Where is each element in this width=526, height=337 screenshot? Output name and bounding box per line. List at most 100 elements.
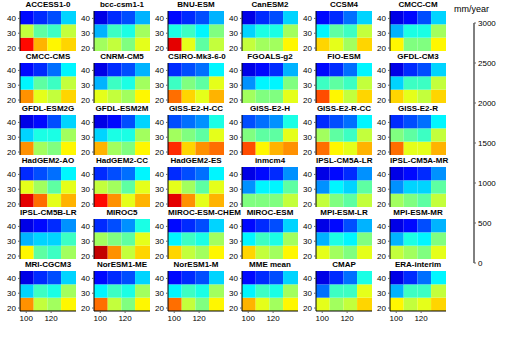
svg-text:500: 500 [478,219,492,228]
svg-text:40: 40 [377,118,386,127]
svg-text:40: 40 [303,170,312,179]
svg-text:40: 40 [155,274,164,283]
svg-text:100: 100 [242,314,256,323]
svg-text:40: 40 [229,274,238,283]
svg-text:20: 20 [8,304,17,313]
svg-text:30: 30 [303,29,312,38]
svg-text:40: 40 [303,14,312,23]
svg-text:30: 30 [155,29,164,38]
svg-text:120: 120 [192,314,206,323]
svg-text:20: 20 [229,252,238,260]
svg-text:40: 40 [377,274,386,283]
svg-text:30: 30 [303,237,312,246]
svg-text:20: 20 [8,252,17,260]
svg-text:100: 100 [20,314,34,323]
svg-text:30: 30 [229,185,238,194]
svg-text:3000: 3000 [478,19,496,28]
svg-text:20: 20 [8,44,17,52]
svg-text:20: 20 [303,200,312,208]
svg-text:30: 30 [377,237,386,246]
svg-text:40: 40 [229,118,238,127]
svg-text:30: 30 [81,29,90,38]
svg-text:40: 40 [8,66,17,75]
svg-text:20: 20 [155,44,164,52]
svg-text:20: 20 [155,252,164,260]
svg-text:20: 20 [81,44,90,52]
svg-text:120: 120 [44,314,58,323]
svg-text:40: 40 [229,170,238,179]
svg-text:20: 20 [229,96,238,104]
svg-text:40: 40 [303,274,312,283]
svg-text:30: 30 [8,237,17,246]
svg-text:20: 20 [377,200,386,208]
svg-text:100: 100 [94,314,108,323]
svg-text:30: 30 [155,289,164,298]
svg-text:40: 40 [81,66,90,75]
svg-text:20: 20 [229,44,238,52]
svg-text:40: 40 [229,14,238,23]
svg-text:120: 120 [266,314,280,323]
svg-text:30: 30 [377,185,386,194]
svg-text:40: 40 [8,170,17,179]
svg-text:20: 20 [377,304,386,313]
svg-text:20: 20 [377,96,386,104]
svg-text:30: 30 [303,185,312,194]
svg-text:20: 20 [303,44,312,52]
svg-text:40: 40 [229,66,238,75]
svg-text:40: 40 [303,66,312,75]
svg-text:20: 20 [155,148,164,156]
svg-text:40: 40 [81,222,90,231]
svg-text:30: 30 [377,289,386,298]
svg-text:30: 30 [377,29,386,38]
svg-text:30: 30 [377,81,386,90]
svg-text:40: 40 [229,222,238,231]
svg-text:30: 30 [81,185,90,194]
svg-text:40: 40 [303,118,312,127]
svg-text:20: 20 [81,96,90,104]
svg-text:40: 40 [8,14,17,23]
svg-text:20: 20 [303,304,312,313]
svg-text:30: 30 [229,81,238,90]
svg-text:20: 20 [155,96,164,104]
svg-text:20: 20 [81,148,90,156]
svg-text:30: 30 [229,133,238,142]
svg-text:1500: 1500 [478,139,496,148]
svg-text:120: 120 [414,314,428,323]
svg-text:100: 100 [316,314,330,323]
svg-text:30: 30 [81,237,90,246]
svg-text:40: 40 [303,222,312,231]
svg-text:40: 40 [8,118,17,127]
svg-text:40: 40 [377,170,386,179]
svg-text:20: 20 [303,252,312,260]
svg-text:20: 20 [155,200,164,208]
svg-text:20: 20 [81,304,90,313]
svg-text:20: 20 [229,148,238,156]
svg-text:20: 20 [303,148,312,156]
svg-text:30: 30 [8,185,17,194]
svg-text:40: 40 [155,118,164,127]
svg-text:40: 40 [377,222,386,231]
svg-text:30: 30 [303,81,312,90]
svg-text:20: 20 [8,148,17,156]
svg-text:20: 20 [377,148,386,156]
svg-text:120: 120 [118,314,132,323]
svg-text:40: 40 [155,170,164,179]
svg-text:0: 0 [478,259,483,268]
svg-text:30: 30 [303,133,312,142]
svg-text:30: 30 [229,237,238,246]
svg-text:2000: 2000 [478,99,496,108]
svg-text:30: 30 [155,185,164,194]
svg-text:120: 120 [340,314,354,323]
svg-text:30: 30 [81,289,90,298]
svg-text:30: 30 [155,81,164,90]
svg-text:30: 30 [229,29,238,38]
svg-text:30: 30 [81,81,90,90]
svg-text:40: 40 [8,274,17,283]
svg-text:20: 20 [229,304,238,313]
svg-text:20: 20 [8,200,17,208]
svg-text:40: 40 [81,170,90,179]
svg-text:30: 30 [8,289,17,298]
svg-text:30: 30 [81,133,90,142]
svg-text:40: 40 [377,14,386,23]
svg-text:20: 20 [229,200,238,208]
